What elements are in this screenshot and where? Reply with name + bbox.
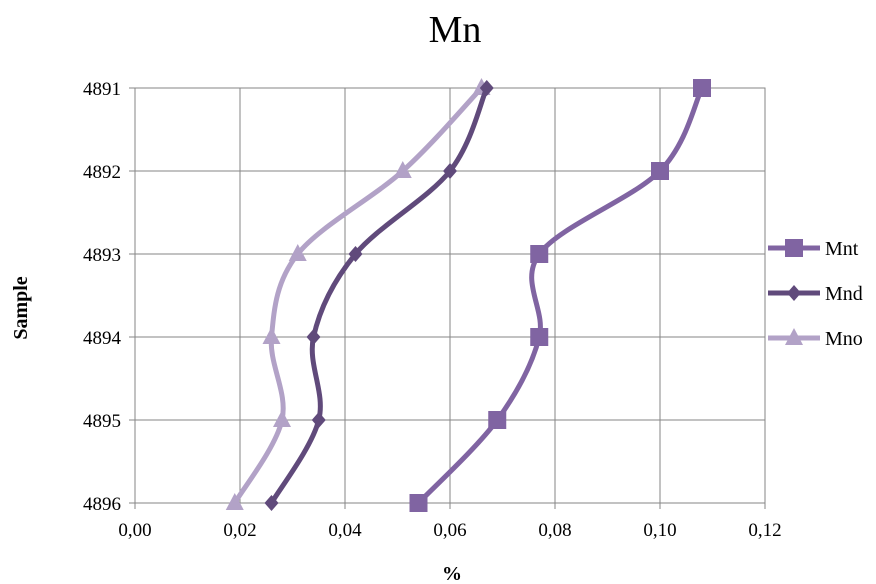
chart-title: Mn [429, 9, 482, 51]
y-tick-label: 4894 [83, 328, 122, 349]
x-axis-label: % [442, 563, 462, 584]
legend-item-mnd: Mnd [768, 283, 863, 305]
legend-label: Mno [825, 328, 863, 350]
legend-marker [785, 239, 803, 257]
data-point-mnd [306, 329, 321, 345]
data-point-mno [288, 244, 307, 261]
data-point-mno [393, 161, 412, 178]
grid [129, 87, 766, 509]
y-axis-label: Sample [10, 276, 32, 339]
x-axis-ticks: 0,00 0,02 0,04 0,06 0,08 0,10 0,12 [118, 520, 781, 541]
legend-item-mno: Mno [768, 328, 863, 350]
data-point-mno [225, 493, 244, 510]
data-point-mno [273, 410, 291, 427]
data-point-mnt [409, 494, 428, 512]
x-tick-label: 0,10 [643, 520, 676, 541]
series-line-mnd [269, 85, 490, 506]
y-tick-label: 4892 [83, 162, 121, 183]
y-tick-label: 4895 [83, 411, 121, 432]
data-point-mnt [530, 328, 549, 346]
x-tick-label: 0,00 [118, 520, 151, 541]
legend-marker [785, 328, 803, 345]
data-point-mnd [479, 80, 494, 96]
data-point-mnt [488, 411, 507, 429]
data-point-mnt [651, 162, 669, 180]
legend-item-mnt: Mnt [768, 238, 859, 260]
x-tick-label: 0,08 [538, 520, 571, 541]
series-mno [225, 78, 491, 510]
legend-label: Mnt [825, 238, 859, 260]
series-layer [225, 78, 711, 512]
legend-marker [787, 285, 801, 301]
data-point-mnt [693, 79, 711, 97]
x-tick-label: 0,04 [328, 520, 362, 541]
data-point-mno [262, 327, 281, 344]
data-point-mnt [530, 245, 549, 263]
series-mnd [264, 80, 494, 511]
x-tick-label: 0,12 [748, 520, 781, 541]
plot-area-border [134, 87, 766, 504]
y-axis-ticks: 4891 4892 4893 4894 4895 4896 [83, 79, 122, 515]
data-point-mnd [311, 412, 326, 428]
y-tick-label: 4891 [83, 79, 121, 100]
series-mnt [409, 79, 711, 512]
x-tick-label: 0,06 [433, 520, 466, 541]
x-tick-label: 0,02 [223, 520, 256, 541]
data-point-mnd [264, 495, 279, 511]
y-tick-label: 4893 [83, 245, 121, 266]
data-point-mnd [348, 246, 363, 262]
legend: Mnt Mnd Mno [768, 238, 863, 350]
y-tick-label: 4896 [83, 494, 121, 515]
legend-label: Mnd [825, 283, 863, 305]
data-point-mnd [443, 163, 457, 179]
series-line-mno [232, 85, 484, 506]
